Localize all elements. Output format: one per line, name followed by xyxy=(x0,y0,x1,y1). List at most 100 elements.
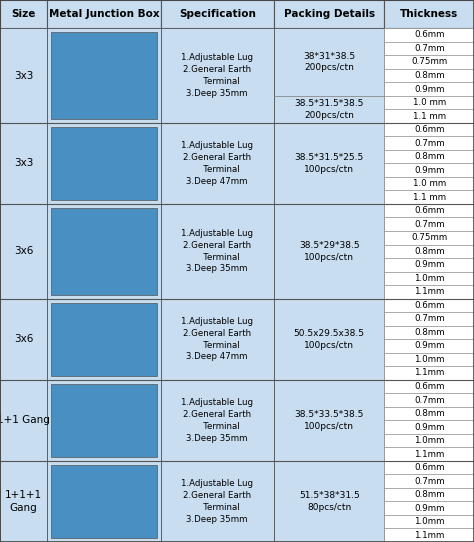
Bar xyxy=(384,150,474,163)
Bar xyxy=(384,244,474,258)
Bar xyxy=(47,380,161,461)
Text: 0.8mm: 0.8mm xyxy=(414,490,445,499)
Text: 1.Adjustable Lug
2.General Earth
   Terminal
3.Deep 47mm: 1.Adjustable Lug 2.General Earth Termina… xyxy=(181,141,253,185)
Bar xyxy=(51,208,156,295)
Bar xyxy=(384,434,474,447)
Text: 0.8mm: 0.8mm xyxy=(414,409,445,418)
Text: 1+1+1
Gang: 1+1+1 Gang xyxy=(5,490,42,513)
Text: 1+1 Gang: 1+1 Gang xyxy=(0,415,50,425)
Text: 1.1 mm: 1.1 mm xyxy=(413,112,446,120)
Text: 0.6mm: 0.6mm xyxy=(414,382,445,391)
Bar xyxy=(274,204,384,299)
Bar xyxy=(384,407,474,420)
Text: 0.8mm: 0.8mm xyxy=(414,328,445,337)
Bar xyxy=(47,0,161,28)
Text: 38.5*29*38.5
100pcs/ctn: 38.5*29*38.5 100pcs/ctn xyxy=(299,241,359,262)
Bar xyxy=(384,285,474,299)
Bar xyxy=(47,204,161,299)
Bar xyxy=(161,204,274,299)
Text: 50.5x29.5x38.5
100pcs/ctn: 50.5x29.5x38.5 100pcs/ctn xyxy=(294,329,365,350)
Text: 1.1mm: 1.1mm xyxy=(414,287,445,296)
Text: 1.Adjustable Lug
2.General Earth
   Terminal
3.Deep 35mm: 1.Adjustable Lug 2.General Earth Termina… xyxy=(181,479,253,524)
Bar xyxy=(384,447,474,461)
Bar xyxy=(384,258,474,272)
Text: 1.Adjustable Lug
2.General Earth
   Terminal
3.Deep 47mm: 1.Adjustable Lug 2.General Earth Termina… xyxy=(181,317,253,362)
Text: 3x3: 3x3 xyxy=(14,158,33,169)
Text: 3x6: 3x6 xyxy=(14,334,33,344)
Bar xyxy=(384,0,474,28)
Text: 0.9mm: 0.9mm xyxy=(414,260,445,269)
Text: 0.7mm: 0.7mm xyxy=(414,44,445,53)
Bar xyxy=(384,123,474,137)
Bar xyxy=(384,299,474,312)
Bar xyxy=(384,177,474,190)
Bar xyxy=(161,380,274,461)
Bar xyxy=(384,163,474,177)
Bar xyxy=(47,123,161,204)
Bar xyxy=(384,380,474,393)
Text: Specification: Specification xyxy=(179,9,255,19)
Text: 1.Adjustable Lug
2.General Earth
   Terminal
3.Deep 35mm: 1.Adjustable Lug 2.General Earth Termina… xyxy=(181,229,253,274)
Text: 38*31*38.5
200pcs/ctn: 38*31*38.5 200pcs/ctn xyxy=(303,51,355,73)
Text: 51.5*38*31.5
80pcs/ctn: 51.5*38*31.5 80pcs/ctn xyxy=(299,491,360,512)
Bar xyxy=(51,32,156,119)
Text: Size: Size xyxy=(11,9,36,19)
Text: 1.1 mm: 1.1 mm xyxy=(413,193,446,202)
Text: 0.6mm: 0.6mm xyxy=(414,301,445,310)
Text: 1.0mm: 1.0mm xyxy=(414,436,445,445)
Text: 1.Adjustable Lug
2.General Earth
   Terminal
3.Deep 35mm: 1.Adjustable Lug 2.General Earth Termina… xyxy=(181,398,253,442)
Text: 38.5*33.5*38.5
100pcs/ctn: 38.5*33.5*38.5 100pcs/ctn xyxy=(294,410,364,431)
Text: 3x6: 3x6 xyxy=(14,246,33,256)
Text: 1.0mm: 1.0mm xyxy=(414,517,445,526)
Text: 0.8mm: 0.8mm xyxy=(414,152,445,161)
Bar xyxy=(384,204,474,217)
Text: 0.8mm: 0.8mm xyxy=(414,247,445,256)
Text: 0.9mm: 0.9mm xyxy=(414,85,445,94)
Text: 0.7mm: 0.7mm xyxy=(414,314,445,324)
Bar xyxy=(384,96,474,109)
Text: 1.0 mm: 1.0 mm xyxy=(412,179,446,188)
Bar xyxy=(384,55,474,69)
Bar xyxy=(0,28,47,123)
Text: 0.6mm: 0.6mm xyxy=(414,206,445,215)
Bar xyxy=(384,353,474,366)
Bar xyxy=(0,299,47,380)
Text: 1.1mm: 1.1mm xyxy=(414,531,445,540)
Bar xyxy=(274,123,384,204)
Text: 0.9mm: 0.9mm xyxy=(414,504,445,513)
Text: 1.1mm: 1.1mm xyxy=(414,450,445,459)
Text: 0.9mm: 0.9mm xyxy=(414,166,445,175)
Bar xyxy=(0,461,47,542)
Bar xyxy=(384,69,474,82)
Text: 0.6mm: 0.6mm xyxy=(414,125,445,134)
Bar xyxy=(384,272,474,285)
Bar xyxy=(384,28,474,42)
Bar xyxy=(384,474,474,488)
Bar xyxy=(0,380,47,461)
Text: 3x3: 3x3 xyxy=(14,70,33,81)
Bar xyxy=(0,123,47,204)
Bar xyxy=(384,515,474,528)
Bar xyxy=(274,461,384,542)
Bar xyxy=(274,0,384,28)
Bar xyxy=(274,380,384,461)
Text: 0.6mm: 0.6mm xyxy=(414,30,445,40)
Text: 1.Adjustable Lug
2.General Earth
   Terminal
3.Deep 35mm: 1.Adjustable Lug 2.General Earth Termina… xyxy=(181,53,253,98)
Bar xyxy=(47,461,161,542)
Bar xyxy=(384,528,474,542)
Bar xyxy=(0,0,47,28)
Bar xyxy=(51,465,156,538)
Bar xyxy=(384,82,474,96)
Bar xyxy=(0,204,47,299)
Bar xyxy=(47,28,161,123)
Bar xyxy=(161,461,274,542)
Text: 1.0mm: 1.0mm xyxy=(414,355,445,364)
Text: 0.75mm: 0.75mm xyxy=(411,233,447,242)
Text: 0.8mm: 0.8mm xyxy=(414,71,445,80)
Bar xyxy=(384,137,474,150)
Bar xyxy=(51,302,156,376)
Bar xyxy=(384,393,474,407)
Text: 0.6mm: 0.6mm xyxy=(414,463,445,472)
Text: Thickness: Thickness xyxy=(400,9,458,19)
Bar xyxy=(161,299,274,380)
